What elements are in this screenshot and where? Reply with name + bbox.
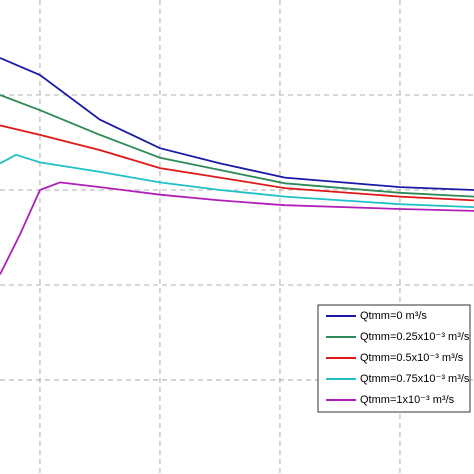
legend-label: Qtmm=1x10⁻³ m³/s xyxy=(360,394,455,406)
series-line xyxy=(0,181,474,275)
series-line xyxy=(0,153,474,208)
legend-label: Qtmm=0.75x10⁻³ m³/s xyxy=(360,373,470,385)
legend-label: Qtmm=0.5x10⁻³ m³/s xyxy=(360,352,464,364)
legend-label: Qtmm=0 m³/s xyxy=(360,310,427,322)
series-line xyxy=(0,57,474,191)
series-line xyxy=(0,124,474,202)
series-line xyxy=(0,94,474,198)
legend-label: Qtmm=0.25x10⁻³ m³/s xyxy=(360,331,470,343)
legend: Qtmm=0 m³/s Qtmm=0.25x10⁻³ m³/s Qtmm=0.5x1… xyxy=(317,304,471,413)
